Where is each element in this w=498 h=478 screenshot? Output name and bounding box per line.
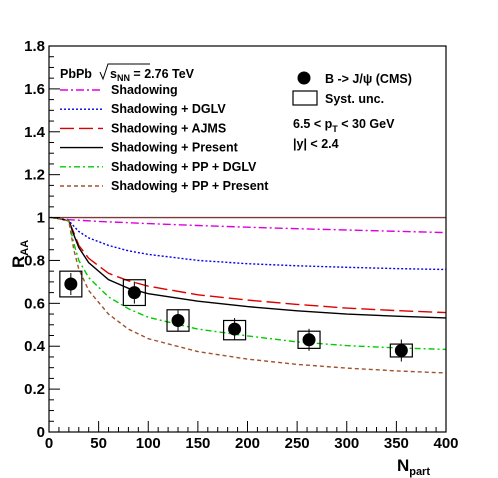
x-tick-label: 0 — [45, 435, 53, 452]
y-tick-label: 0.8 — [24, 252, 45, 269]
pt-cut-label: 6.5 < pT < 30 GeV — [293, 117, 395, 134]
legend-entry-label: Shadowing — [111, 83, 178, 97]
series-line — [50, 216, 447, 351]
y-tick-label: 0.2 — [24, 381, 45, 398]
legend-entry-label: Shadowing + PP + Present — [111, 179, 269, 193]
svg-text:sNN = 2.76 TeV: sNN = 2.76 TeV — [110, 67, 195, 83]
legend: Shadowing Shadowing + DGLV Shadowing + AJM… — [60, 83, 269, 193]
data-point — [228, 322, 242, 336]
series-line — [50, 216, 447, 374]
legend-entry-label: Shadowing + Present — [111, 141, 239, 155]
y-tick-label: 0.6 — [24, 295, 45, 312]
x-tick-label: 250 — [285, 435, 310, 452]
sqrt-symbol-icon — [99, 63, 150, 81]
y-tick-label: 1.8 — [24, 38, 45, 55]
x-axis-label: Npart — [397, 456, 430, 478]
y-tick-label: 1.6 — [24, 81, 45, 98]
syst-box-icon — [292, 90, 318, 106]
energy-label: sNN = 2.76 TeV — [99, 63, 195, 83]
data-point — [171, 313, 185, 327]
legend-entry-label: Shadowing + DGLV — [111, 102, 226, 116]
y-tick-label: 0.4 — [24, 338, 46, 355]
cms-marker-icon — [297, 71, 311, 85]
x-tick-label: 300 — [334, 435, 359, 452]
y-tick-label: 0 — [37, 424, 45, 441]
data-point — [127, 286, 141, 300]
legend-entry-label: Shadowing + AJMS — [111, 121, 226, 135]
x-tick-label: 200 — [235, 435, 260, 452]
system-label: PbPb — [60, 67, 92, 81]
x-tick-label: 150 — [185, 435, 210, 452]
series-line — [50, 216, 447, 271]
syst-box — [59, 270, 83, 298]
data-point — [394, 344, 408, 358]
x-tick-label: 400 — [433, 435, 458, 452]
cms-legend: B -> J/ψ (CMS) Syst. unc. 6.5 < pT < 30 … — [292, 71, 412, 151]
data-points — [59, 270, 413, 362]
cms-legend-label: B -> J/ψ (CMS) — [325, 72, 412, 86]
series-line — [50, 216, 447, 234]
y-tick-label: 1.4 — [24, 124, 46, 141]
rapidity-cut-label: |y| < 2.4 — [293, 137, 339, 151]
x-tick-label: 350 — [384, 435, 409, 452]
data-point — [302, 333, 316, 347]
y-tick-label: 1 — [37, 210, 45, 227]
y-tick-label: 1.2 — [24, 167, 45, 184]
x-tick-label: 50 — [90, 435, 107, 452]
legend-entry-label: Shadowing + PP + DGLV — [111, 160, 257, 174]
syst-box — [122, 279, 146, 307]
series-line — [50, 216, 447, 319]
data-point — [64, 277, 78, 291]
syst-legend-label: Syst. unc. — [325, 92, 384, 106]
model-curves — [50, 216, 447, 374]
x-tick-label: 100 — [136, 435, 161, 452]
y-axis-ticks: 0 0.2 0.4 0.6 0.8 1 1.2 1.4 1.6 1.8 — [24, 38, 60, 441]
y-axis-label: RAA — [9, 240, 31, 268]
x-axis-ticks: 0 50 100 150 200 250 300 350 400 — [45, 421, 459, 452]
